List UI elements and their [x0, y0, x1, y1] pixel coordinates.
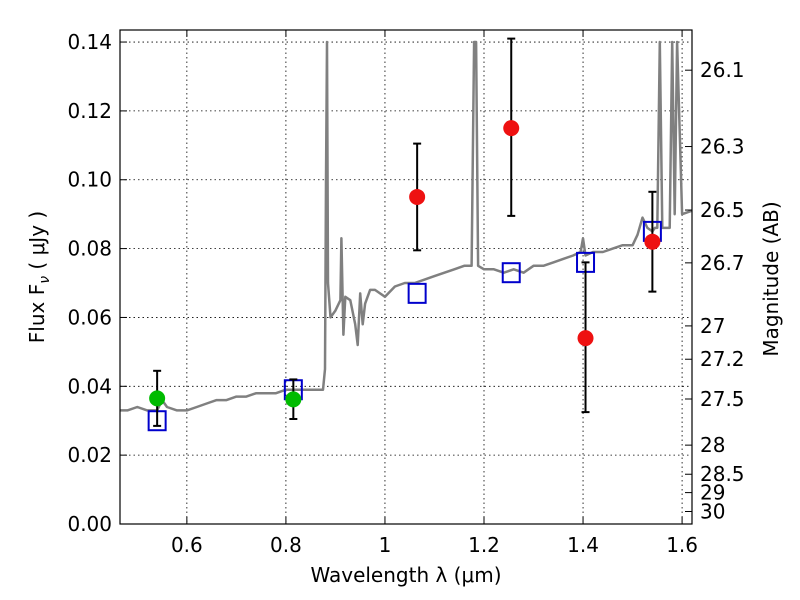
observed-point	[149, 390, 166, 407]
x-tick-label: 1.4	[567, 533, 599, 557]
y-tick-label: 0.14	[67, 30, 112, 54]
observed-point	[409, 188, 426, 205]
mag-tick-label: 29	[700, 481, 725, 505]
x-tick-label: 0.8	[270, 533, 302, 557]
x-tick-label: 1.2	[468, 533, 500, 557]
y-tick-label: 0.04	[67, 374, 112, 398]
y-tick-label: 0.02	[67, 443, 112, 467]
observed-point	[577, 330, 594, 347]
y-axis-right-label: Magnitude (AB)	[759, 201, 783, 356]
observed-point	[285, 391, 302, 408]
mag-tick-label: 30	[700, 500, 725, 524]
x-tick-label: 1.6	[666, 533, 698, 557]
mag-tick-label: 27.5	[700, 387, 745, 411]
y-axis-label: Flux Fν ( μJy )	[25, 211, 53, 343]
observed-point	[503, 120, 520, 137]
mag-tick-label: 26.3	[700, 135, 745, 159]
model-photometry-point	[407, 282, 427, 304]
x-tick-label: 1	[379, 533, 392, 557]
y-tick-label: 0.12	[67, 99, 112, 123]
y-tick-label: 0.00	[67, 512, 112, 536]
spectrum-line	[120, 40, 692, 412]
mag-tick-label: 26.7	[700, 251, 745, 275]
y-tick-label: 0.10	[67, 168, 112, 192]
mag-tick-label: 26.5	[700, 198, 745, 222]
x-axis-label: Wavelength λ (μm)	[310, 563, 501, 587]
y-tick-label: 0.06	[67, 305, 112, 329]
axis-ticks: 0.6 0.8 1 1.2 1.4 1.6 0.00 0.02 0.04 0.06 0.08 0.10…	[67, 30, 745, 557]
plot-area	[120, 37, 692, 432]
mag-tick-label: 27	[700, 314, 725, 338]
model-photometry-point	[501, 262, 521, 284]
x-tick-label: 0.6	[171, 533, 203, 557]
mag-tick-label: 26.1	[700, 58, 745, 82]
mag-tick-label: 27.2	[700, 347, 745, 371]
plot-frame	[119, 29, 693, 525]
mag-tick-label: 28.5	[700, 462, 745, 486]
y-tick-label: 0.08	[67, 237, 112, 261]
mag-tick-label: 28	[700, 433, 725, 457]
observed-point	[644, 233, 661, 250]
